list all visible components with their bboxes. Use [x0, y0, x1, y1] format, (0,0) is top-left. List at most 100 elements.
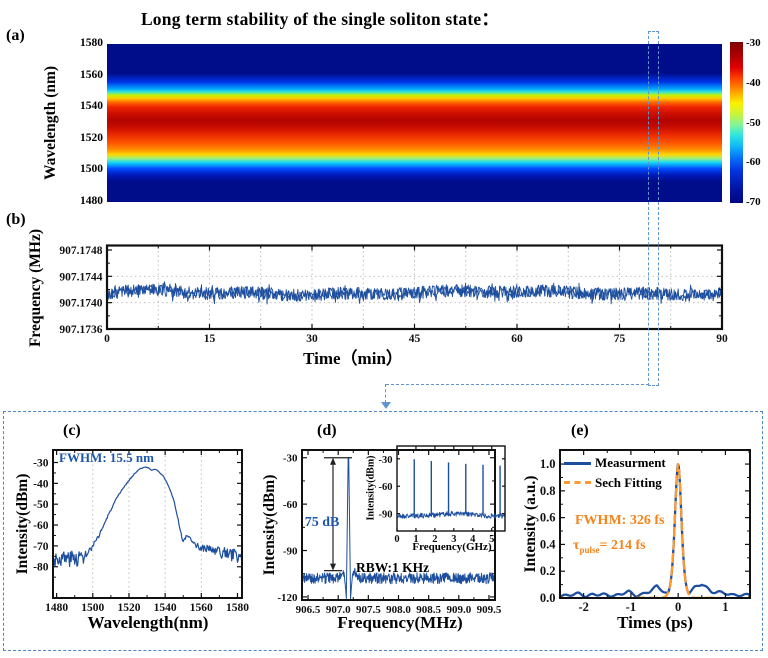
y-tick-label: 907.1744	[59, 271, 102, 283]
y-tick-label: 907.1748	[59, 245, 102, 257]
colorbar-tick-label: -30	[746, 37, 761, 49]
x-tick-label: 90	[716, 333, 728, 345]
x-tick-label: 1480	[45, 602, 68, 614]
colorbar-tick-label: -60	[746, 156, 761, 169]
inset-ylabel: Intensity(dBm)	[365, 455, 377, 521]
y-tick-label: -60	[33, 520, 49, 532]
heatmap-ytick-label: 1560	[80, 68, 103, 81]
x-tick-label: -1	[626, 600, 636, 614]
x-tick-label: 1580	[226, 602, 249, 614]
y-tick-label: -30	[283, 453, 298, 465]
x-tick-label: 1560	[190, 602, 213, 614]
zoom-region-rect	[648, 31, 659, 386]
x-tick-label: 1	[413, 534, 418, 545]
soliton-spectrum-heatmap	[107, 44, 722, 202]
rep-rate-trace	[106, 281, 723, 304]
heatmap-ytick-label: 1580	[80, 37, 103, 49]
rf-spectrum-trace	[301, 457, 496, 600]
y-tick-label: -50	[33, 499, 49, 511]
x-tick-label: 0	[394, 534, 399, 545]
detail-panels-box	[3, 411, 763, 651]
x-tick-label: 0	[675, 600, 681, 614]
panel-c-ylabel: Intensity(dBm)	[14, 473, 31, 575]
colorbar-tick-label: -50	[746, 116, 761, 129]
x-tick-label: 45	[409, 333, 421, 345]
axes-frame	[396, 445, 506, 532]
x-tick-label: 1540	[154, 602, 177, 614]
x-tick-label: 907.5	[356, 604, 381, 616]
colorbar-tick-label: -40	[746, 76, 761, 89]
x-tick-label: 1520	[117, 602, 140, 614]
x-tick-label: 906.5	[296, 604, 321, 616]
x-tick-label: 2	[432, 534, 437, 545]
rbw-annotation: RBW:1 KHz	[356, 560, 430, 575]
panel-e-label: (e)	[571, 422, 589, 439]
heatmap-ytick-label: 1500	[80, 163, 103, 176]
snr-annotation: 75 dB	[304, 515, 340, 530]
panel-e-xlabel: Times (ps)	[617, 613, 693, 632]
y-tick-label: -80	[33, 562, 49, 574]
zoom-arrowhead-icon	[381, 402, 391, 409]
legend-fit-label: Sech Fitting	[595, 475, 662, 490]
tau-value: = 214 fs	[599, 538, 646, 553]
colorbar-tick-label: -70	[746, 196, 761, 208]
legend-measurement-label: Measurment	[595, 455, 666, 470]
x-tick-label: 5	[489, 534, 494, 545]
autocorrelation-measurement	[558, 463, 752, 599]
inset-noise-floor	[396, 510, 506, 519]
x-tick-label: 75	[614, 333, 626, 345]
panel-c-xlabel: Wavelength(nm)	[87, 613, 209, 632]
panel-d-ylabel: Intensity(dBm)	[261, 474, 278, 576]
legend-fit-line-icon	[564, 481, 591, 484]
x-tick-label: 1500	[81, 602, 104, 614]
x-tick-label: 1	[722, 600, 728, 614]
optical-spectrum-trace	[52, 466, 243, 568]
y-tick-label: 0.6	[540, 511, 556, 525]
y-tick-label: 0.4	[540, 537, 556, 551]
x-tick-label: 909.0	[446, 604, 471, 616]
y-tick-label: -90	[283, 546, 298, 558]
y-tick-label: -30	[33, 458, 49, 470]
y-tick-label: -30	[379, 455, 393, 466]
heatmap-ytick-label: 1520	[80, 131, 103, 144]
snr-arrowhead-up-icon	[330, 457, 336, 465]
y-tick-label: -60	[283, 499, 298, 511]
x-tick-label: 908.0	[386, 604, 411, 616]
tau-pulse-annotation: τpulse= 214 fs	[573, 538, 646, 555]
x-tick-label: 0	[104, 333, 110, 345]
y-tick-label: 0.2	[540, 564, 556, 578]
y-tick-label: 1.0	[540, 457, 556, 471]
y-tick-label: -70	[33, 541, 49, 553]
x-tick-label: 15	[204, 333, 216, 345]
x-tick-label: 907.0	[326, 604, 351, 616]
x-tick-label: 4	[470, 534, 476, 545]
fwhm-pulse-annotation: FWHM: 326 fs	[575, 513, 665, 528]
panel-b-label: (b)	[6, 211, 26, 228]
y-tick-label: -120	[277, 592, 298, 604]
tau-symbol: τ	[573, 538, 580, 553]
x-tick-label: 909.5	[477, 604, 502, 616]
zoom-connector-horizontal	[386, 384, 649, 385]
heatmap-ytick-label: 1480	[80, 195, 103, 207]
y-tick-label: 907.1740	[59, 298, 102, 310]
x-tick-label: -2	[578, 600, 588, 614]
y-tick-label: -90	[379, 510, 393, 521]
y-tick-label: 907.1736	[59, 324, 102, 336]
legend-measurement-line-icon	[564, 462, 591, 465]
panel-c-label: (c)	[63, 422, 81, 439]
snr-arrowhead-down-icon	[330, 563, 336, 571]
x-tick-label: 908.5	[416, 604, 441, 616]
y-tick-label: -60	[379, 482, 393, 493]
panel-d-xlabel: Frequency(MHz)	[337, 613, 463, 632]
y-tick-label: 0.8	[540, 484, 556, 498]
panel-e-ylabel: Intensity (a.u.)	[522, 475, 539, 573]
panel-b-xlabel: Time（min）	[303, 349, 403, 368]
x-tick-label: 30	[306, 333, 318, 345]
tau-subscript: pulse	[579, 544, 600, 555]
figure-title: Long term stability of the single solito…	[140, 9, 500, 29]
inset-xlabel: Frequency(GHz)	[412, 541, 492, 553]
colorbar	[730, 42, 743, 203]
panel-d-label: (d)	[317, 422, 337, 439]
